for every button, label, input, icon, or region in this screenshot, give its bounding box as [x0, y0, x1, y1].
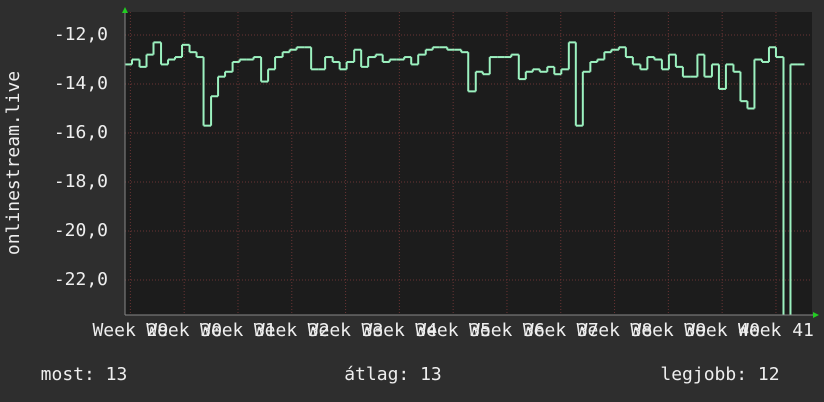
stat-label: most: [41, 364, 95, 385]
stat: legjobb: 12 [660, 364, 779, 385]
x-tick-label: Week 36 [469, 320, 545, 341]
y-tick-label: -14,0 [54, 73, 108, 94]
x-tick-label: Week 31 [200, 320, 276, 341]
x-tick-label: Week 30 [146, 320, 222, 341]
stat-value: 12 [758, 364, 780, 385]
x-tick-label: Week 40 [684, 320, 760, 341]
stat-value: 13 [420, 364, 442, 385]
x-tick-label: Week 33 [308, 320, 384, 341]
stat-label: legjobb: [660, 364, 747, 385]
x-tick-label: Week 37 [523, 320, 599, 341]
x-tick-label: Week 38 [577, 320, 653, 341]
y-axis-label: onlinestream.live [3, 71, 24, 255]
x-tick-label: Week 35 [415, 320, 491, 341]
stat-label: átlag: [344, 364, 409, 385]
y-tick-label: -12,0 [54, 24, 108, 45]
x-tick-label: Week 41 [738, 320, 814, 341]
stat-value: 13 [106, 364, 128, 385]
x-tick-label: Week 39 [630, 320, 706, 341]
y-tick-label: -22,0 [54, 269, 108, 290]
x-tick-label: Week 29 [92, 320, 168, 341]
stat: most: 13 [41, 364, 128, 385]
x-tick-label: Week 34 [361, 320, 437, 341]
axis-arrow [813, 312, 819, 318]
y-tick-label: -20,0 [54, 220, 108, 241]
y-tick-label: -18,0 [54, 171, 108, 192]
x-tick-label: Week 32 [254, 320, 330, 341]
stat: átlag: 13 [344, 364, 442, 385]
axis-arrow [122, 7, 128, 13]
y-tick-label: -16,0 [54, 122, 108, 143]
